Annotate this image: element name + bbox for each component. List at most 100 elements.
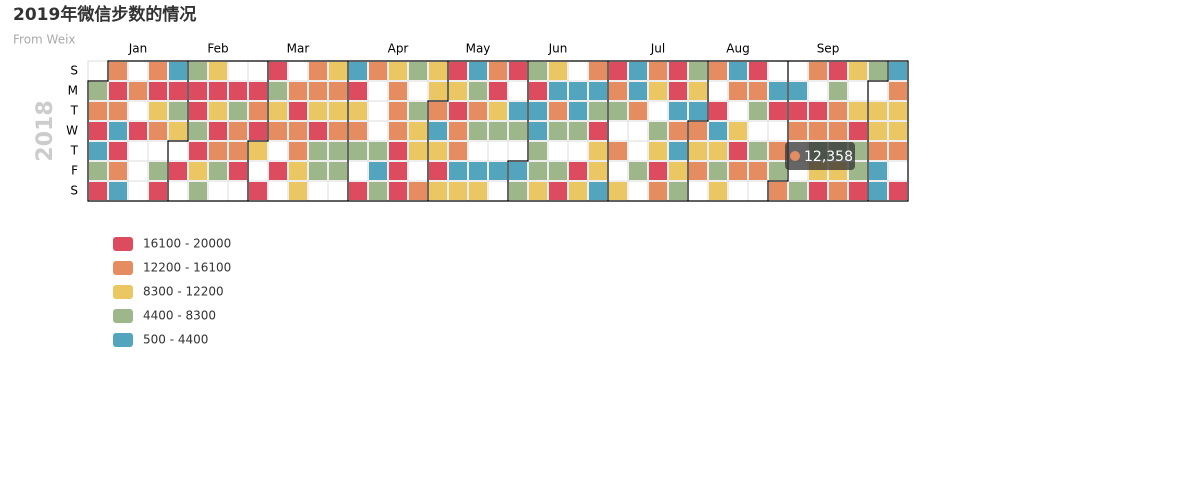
day-cell: [829, 102, 847, 120]
day-cell: [229, 162, 247, 180]
day-cell: [209, 102, 227, 120]
day-cell: [309, 62, 327, 80]
day-cell: [889, 82, 907, 100]
day-cell: [169, 62, 187, 80]
day-cell: [429, 182, 447, 200]
legend-swatch: [113, 309, 133, 323]
day-cell: [129, 142, 147, 160]
day-cell: [369, 82, 387, 100]
day-cell: [489, 162, 507, 180]
day-cell: [789, 122, 807, 140]
month-split: [247, 61, 269, 201]
day-cell: [449, 62, 467, 80]
day-cell: [269, 102, 287, 120]
day-cell: [289, 102, 307, 120]
day-cell: [469, 102, 487, 120]
day-cell: [289, 162, 307, 180]
day-cell: [509, 142, 527, 160]
day-cell: [289, 182, 307, 200]
day-cell: [129, 102, 147, 120]
day-cell: [209, 142, 227, 160]
legend-swatch: [113, 237, 133, 251]
day-cell: [429, 82, 447, 100]
day-cell: [709, 122, 727, 140]
day-cell: [729, 122, 747, 140]
month-label: May: [466, 42, 491, 56]
day-cell: [569, 182, 587, 200]
day-cell: [569, 62, 587, 80]
day-cell: [709, 62, 727, 80]
day-cell: [349, 182, 367, 200]
day-cell: [389, 182, 407, 200]
day-cell: [469, 62, 487, 80]
day-cell: [469, 142, 487, 160]
day-cell: [849, 62, 867, 80]
day-cell: [209, 62, 227, 80]
day-cell: [569, 122, 587, 140]
day-cell: [749, 82, 767, 100]
day-cell: [389, 102, 407, 120]
day-cell: [529, 182, 547, 200]
day-cell: [409, 122, 427, 140]
day-cell: [109, 182, 127, 200]
day-cell: [609, 142, 627, 160]
day-cell: [589, 82, 607, 100]
day-cell: [629, 142, 647, 160]
day-cell: [829, 182, 847, 200]
day-cell: [489, 82, 507, 100]
day-cell: [369, 162, 387, 180]
day-cell: [809, 122, 827, 140]
day-cell: [589, 122, 607, 140]
day-cell: [769, 82, 787, 100]
day-cell: [409, 142, 427, 160]
month-label: Apr: [388, 42, 409, 56]
day-cell: [89, 102, 107, 120]
day-cell: [889, 62, 907, 80]
day-cell: [389, 162, 407, 180]
day-cell: [389, 82, 407, 100]
day-cell: [369, 182, 387, 200]
day-cell: [109, 162, 127, 180]
day-cell: [429, 102, 447, 120]
day-cell: [509, 162, 527, 180]
day-cell: [729, 142, 747, 160]
day-cell: [749, 142, 767, 160]
day-cell: [809, 102, 827, 120]
day-cell: [789, 182, 807, 200]
day-label: T: [70, 104, 79, 118]
day-cell: [589, 182, 607, 200]
day-cell: [349, 142, 367, 160]
day-cell: [349, 62, 367, 80]
day-cell: [609, 82, 627, 100]
day-cell: [229, 122, 247, 140]
day-cell: [569, 162, 587, 180]
day-cell: [249, 82, 267, 100]
day-cell: [149, 142, 167, 160]
day-cell: [209, 162, 227, 180]
day-cell: [569, 82, 587, 100]
day-cell: [749, 102, 767, 120]
day-cell: [409, 162, 427, 180]
day-cell: [789, 102, 807, 120]
month-split: [867, 61, 889, 201]
day-cell: [109, 82, 127, 100]
day-cell: [649, 142, 667, 160]
day-cell: [869, 122, 887, 140]
day-cell: [869, 142, 887, 160]
tooltip-value: 12,358: [804, 149, 853, 165]
day-cell: [449, 182, 467, 200]
day-cell: [189, 122, 207, 140]
day-cell: [209, 182, 227, 200]
day-cell: [629, 102, 647, 120]
day-cell: [369, 62, 387, 80]
day-cell: [309, 142, 327, 160]
day-cell: [549, 182, 567, 200]
day-cell: [309, 82, 327, 100]
day-cell: [589, 162, 607, 180]
day-cell: [869, 62, 887, 80]
day-cell: [609, 162, 627, 180]
day-cell: [709, 82, 727, 100]
day-cell: [629, 162, 647, 180]
day-cell: [889, 162, 907, 180]
